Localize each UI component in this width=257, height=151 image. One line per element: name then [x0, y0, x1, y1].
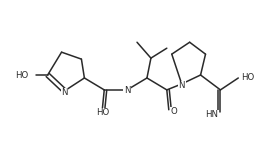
- Text: N: N: [178, 81, 185, 90]
- Text: N: N: [61, 88, 68, 97]
- Text: HO: HO: [15, 71, 29, 80]
- Text: HO: HO: [241, 74, 254, 82]
- Text: N: N: [124, 86, 130, 95]
- Text: HN: HN: [205, 110, 218, 119]
- Text: O: O: [171, 107, 178, 116]
- Text: HO: HO: [96, 108, 109, 117]
